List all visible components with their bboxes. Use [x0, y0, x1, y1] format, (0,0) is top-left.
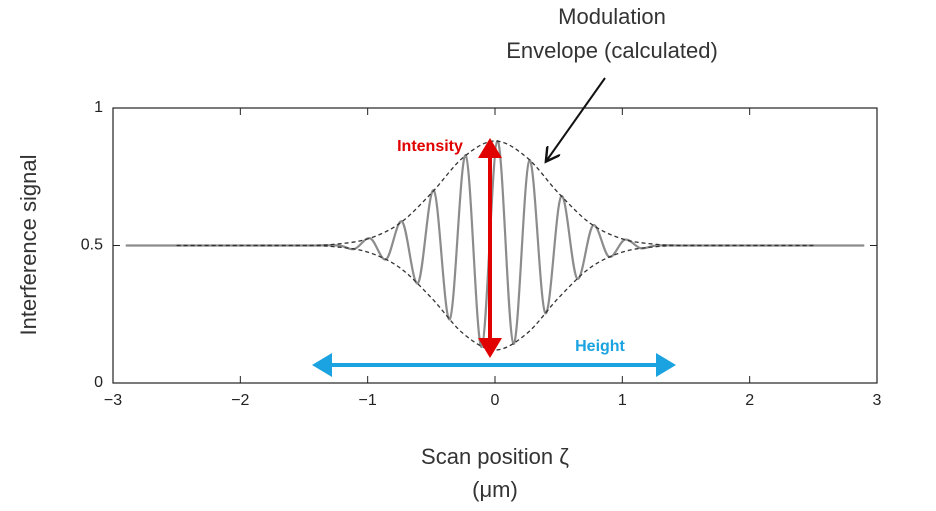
envelope-line	[176, 244, 814, 351]
annotation: Envelope (calculated)	[506, 38, 718, 63]
y-tick-label: 0	[94, 374, 103, 391]
x-tick-label: 0	[491, 392, 500, 409]
x-tick-label: −2	[231, 392, 249, 409]
annotation: Modulation	[558, 4, 666, 29]
x-tick-label: 3	[873, 392, 882, 409]
x-axis-label: (μm)	[472, 477, 518, 502]
y-tick-label: 1	[94, 99, 103, 116]
x-tick-label: −3	[104, 392, 122, 409]
height-label: Height	[575, 338, 625, 355]
x-axis-label: Scan position ζ	[421, 444, 569, 469]
x-tick-label: −1	[359, 392, 377, 409]
x-tick-label: 2	[745, 392, 754, 409]
intensity-label: Intensity	[397, 138, 463, 155]
y-axis-label: Interference signal	[16, 155, 41, 336]
envelope-line	[176, 140, 814, 247]
signal-line	[125, 139, 865, 349]
plot-area: −3 −2 −1 0 1 2 3 0 0.5 1	[81, 99, 882, 409]
y-tick-label: 0.5	[81, 237, 103, 254]
pointer-arrow	[547, 77, 606, 160]
x-tick-label: 1	[618, 392, 627, 409]
